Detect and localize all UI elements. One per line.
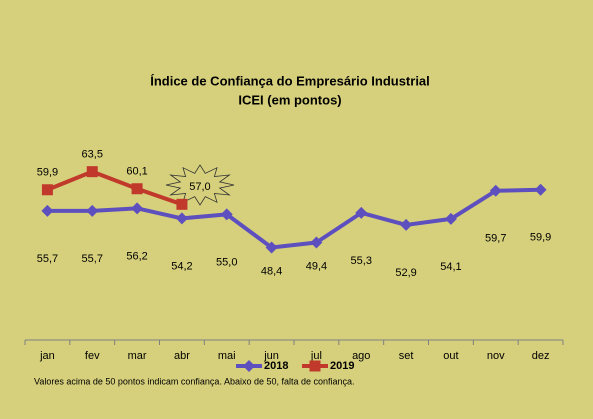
x-tick-label: jun [263,350,279,362]
data-label: 59,7 [485,233,506,245]
series-line [46,169,183,207]
marker [265,241,278,254]
x-tick-label: nov [487,350,505,362]
marker [86,166,98,178]
data-label: 54,1 [440,261,461,273]
data-label: 60,1 [126,166,147,178]
marker [444,212,457,225]
chart-subtitle: ICEI (em pontos) [238,92,341,107]
data-label: 55,3 [351,255,372,267]
x-tick-label: mar [128,350,147,362]
marker [131,202,144,215]
data-label: 54,2 [171,260,192,272]
marker [355,206,368,219]
marker [400,218,413,231]
x-tick-label: abr [174,350,190,362]
data-label: 55,7 [37,253,58,265]
data-label: 48,4 [261,265,282,277]
data-label: 59,9 [37,167,58,179]
footnote: Valores acima de 50 pontos indicam confi… [34,376,355,386]
data-label: 52,9 [395,267,416,279]
data-label: 56,2 [126,250,147,262]
legend-label: 2018 [264,360,288,372]
marker [489,184,502,197]
data-label: 63,5 [82,149,103,161]
marker [534,183,547,196]
x-tick-label: fev [85,350,100,362]
x-tick-label: jul [310,350,322,362]
marker [243,360,255,372]
x-tick-label: out [443,350,458,362]
marker [310,236,323,249]
legend-label: 2019 [330,360,354,372]
series-line [47,187,541,250]
marker [175,212,188,225]
data-label: 55,7 [82,253,103,265]
data-label: 57,0 [189,181,210,193]
data-label: 55,0 [216,256,237,268]
data-label: 49,4 [306,260,327,272]
marker [41,204,54,217]
marker [309,360,321,372]
data-label: 59,9 [530,232,551,244]
chart-title: Índice de Confiança do Empresário Indust… [150,73,430,88]
marker [220,208,233,221]
marker [176,198,188,210]
x-tick-label: dez [532,350,550,362]
x-tick-label: mai [218,350,236,362]
x-tick-label: ago [352,350,370,362]
callout-star [165,164,235,206]
marker [86,204,99,217]
marker [131,183,143,195]
marker [41,184,53,196]
x-tick-label: set [399,350,414,362]
x-tick-label: jan [39,350,55,362]
